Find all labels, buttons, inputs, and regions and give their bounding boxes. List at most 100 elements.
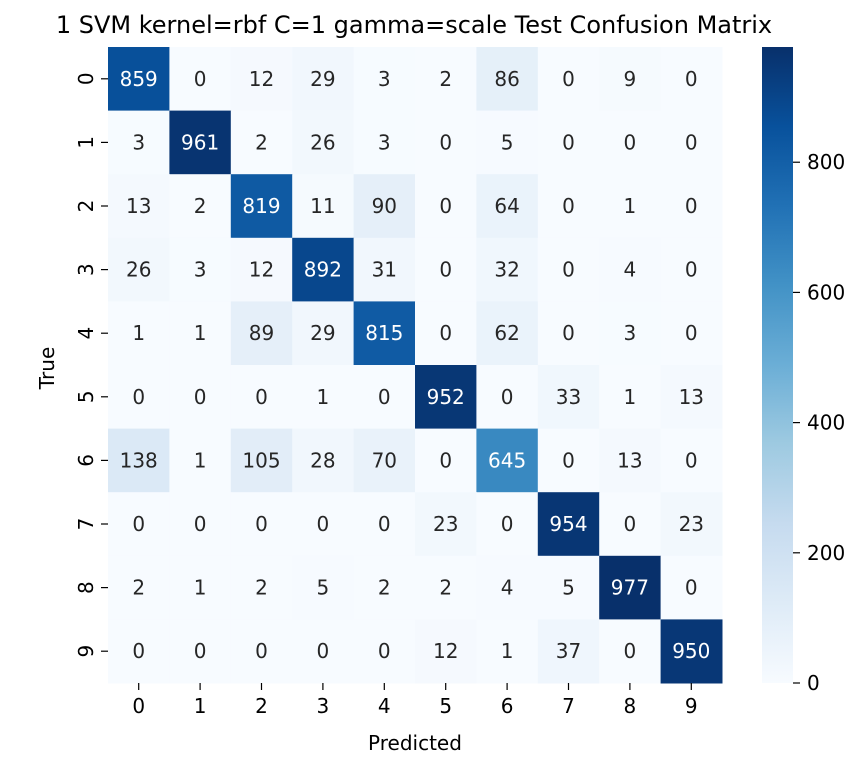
heatmap-cell bbox=[537, 301, 600, 366]
y-tick-label: 4 bbox=[74, 327, 98, 340]
heatmap-cell bbox=[476, 174, 539, 239]
heatmap-cell bbox=[353, 492, 416, 557]
cell-value-label: 29 bbox=[310, 321, 335, 345]
heatmap-cell bbox=[660, 365, 723, 430]
heatmap-cell bbox=[292, 492, 355, 557]
cell-value-label: 33 bbox=[556, 385, 581, 409]
heatmap-cell bbox=[537, 47, 600, 112]
cell-value-label: 3 bbox=[132, 130, 145, 154]
cell-value-label: 0 bbox=[562, 194, 575, 218]
colorbar-tick-label: 200 bbox=[807, 541, 845, 565]
y-axis-label: True bbox=[35, 347, 59, 390]
cell-value-label: 2 bbox=[194, 194, 207, 218]
cell-value-label: 0 bbox=[378, 385, 391, 409]
cell-value-label: 23 bbox=[433, 512, 458, 536]
heatmap-cell bbox=[108, 110, 170, 175]
cell-value-label: 0 bbox=[685, 576, 698, 600]
cell-value-label: 2 bbox=[255, 576, 268, 600]
cell-value-label: 961 bbox=[181, 130, 219, 154]
heatmap-cell bbox=[660, 619, 723, 684]
heatmap-cell bbox=[292, 47, 355, 112]
colorbar-gradient bbox=[762, 47, 793, 683]
y-tick-label: 8 bbox=[74, 581, 98, 594]
heatmap-cell bbox=[415, 47, 477, 112]
heatmap-cell bbox=[353, 174, 416, 239]
y-tick-label: 6 bbox=[74, 454, 98, 467]
x-axis-label: Predicted bbox=[368, 731, 462, 755]
heatmap-cell bbox=[108, 428, 170, 493]
cell-value-label: 0 bbox=[624, 130, 637, 154]
x-tick-label: 9 bbox=[685, 694, 698, 718]
cell-value-label: 12 bbox=[433, 639, 458, 663]
heatmap-cell bbox=[292, 237, 355, 302]
heatmap-cell bbox=[599, 174, 662, 239]
cell-value-label: 0 bbox=[132, 639, 145, 663]
heatmap-cell bbox=[169, 47, 232, 112]
heatmap-cell bbox=[108, 237, 170, 302]
cell-value-label: 4 bbox=[624, 258, 637, 282]
cell-value-label: 0 bbox=[317, 512, 330, 536]
heatmap-cell bbox=[599, 47, 662, 112]
cell-value-label: 13 bbox=[679, 385, 704, 409]
heatmap-cell bbox=[108, 492, 170, 557]
cell-value-label: 5 bbox=[317, 576, 330, 600]
cell-value-label: 0 bbox=[562, 130, 575, 154]
heatmap-cell bbox=[169, 110, 232, 175]
cell-value-label: 0 bbox=[439, 130, 452, 154]
cell-value-label: 819 bbox=[242, 194, 280, 218]
heatmap-cells bbox=[108, 47, 723, 684]
cell-value-label: 0 bbox=[194, 385, 207, 409]
heatmap-cell bbox=[169, 555, 232, 620]
cell-value-label: 952 bbox=[427, 385, 465, 409]
heatmap-cell bbox=[230, 47, 293, 112]
heatmap-cell bbox=[230, 110, 293, 175]
colorbar-tick-label: 600 bbox=[807, 280, 845, 304]
heatmap-cell bbox=[230, 301, 293, 366]
heatmap-cell bbox=[599, 237, 662, 302]
heatmap-cell bbox=[660, 492, 723, 557]
heatmap-cell bbox=[599, 555, 662, 620]
cell-value-label: 28 bbox=[310, 448, 335, 472]
heatmap-cell bbox=[599, 110, 662, 175]
cell-value-label: 0 bbox=[562, 448, 575, 472]
heatmap-cell bbox=[537, 555, 600, 620]
heatmap-cell bbox=[108, 301, 170, 366]
cell-value-label: 0 bbox=[255, 512, 268, 536]
heatmap-cell bbox=[292, 555, 355, 620]
cell-value-label: 12 bbox=[249, 67, 274, 91]
cell-value-label: 3 bbox=[378, 130, 391, 154]
cell-value-label: 977 bbox=[611, 576, 649, 600]
heatmap-cell bbox=[476, 47, 539, 112]
cell-value-label: 138 bbox=[120, 448, 158, 472]
heatmap-cell bbox=[476, 555, 539, 620]
y-tick-label: 7 bbox=[74, 518, 98, 531]
heatmap-cell bbox=[292, 301, 355, 366]
heatmap-cell bbox=[476, 428, 539, 493]
cell-value-label: 1 bbox=[132, 321, 145, 345]
cell-value-label: 13 bbox=[617, 448, 642, 472]
heatmap-cell bbox=[292, 365, 355, 430]
heatmap-cell bbox=[169, 301, 232, 366]
colorbar-tick-label: 400 bbox=[807, 411, 845, 435]
cell-value-label: 892 bbox=[304, 258, 342, 282]
heatmap-cell bbox=[660, 555, 723, 620]
cell-value-label: 0 bbox=[132, 512, 145, 536]
cell-value-label: 1 bbox=[194, 576, 207, 600]
heatmap-cell bbox=[415, 301, 477, 366]
cell-value-label: 70 bbox=[372, 448, 397, 472]
y-tick-label: 3 bbox=[74, 263, 98, 276]
heatmap-cell bbox=[230, 555, 293, 620]
cell-value-label: 2 bbox=[439, 67, 452, 91]
cell-value-label: 0 bbox=[685, 321, 698, 345]
chart-title: 1 SVM kernel=rbf C=1 gamma=scale Test Co… bbox=[56, 11, 772, 39]
cell-value-label: 37 bbox=[556, 639, 581, 663]
heatmap-cell bbox=[599, 492, 662, 557]
heatmap-cell bbox=[292, 174, 355, 239]
heatmap-cell bbox=[292, 428, 355, 493]
cell-value-label: 0 bbox=[378, 512, 391, 536]
cell-value-label: 859 bbox=[120, 67, 158, 91]
heatmap-cell bbox=[660, 47, 723, 112]
heatmap-cell bbox=[415, 428, 477, 493]
cell-value-label: 0 bbox=[439, 194, 452, 218]
x-tick-label: 3 bbox=[317, 694, 330, 718]
